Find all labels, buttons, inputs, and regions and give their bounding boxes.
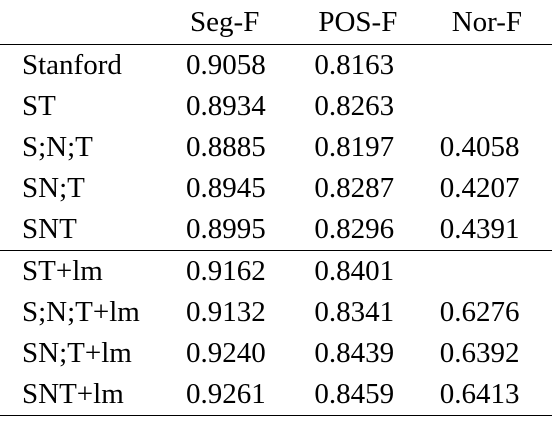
nor-f-value — [426, 45, 552, 87]
seg-f-value: 0.8995 — [186, 213, 266, 245]
seg-f-value: 0.8885 — [186, 131, 266, 163]
table-body: Stanford 0.9058 0.8163 ST 0.8934 0.8263 S;N;T 0… — [0, 45, 552, 416]
table-header-row: Seg-F POS-F Nor-F — [0, 0, 552, 45]
seg-f-value: 0.8945 — [186, 172, 266, 204]
row-label: S;N;T+lm — [22, 296, 140, 328]
table-row: ST+lm 0.9162 0.8401 — [0, 251, 552, 293]
nor-f-value — [426, 251, 552, 293]
pos-f-value: 0.8163 — [314, 49, 395, 81]
seg-f-value: 0.9132 — [186, 296, 266, 328]
row-label: SN;T — [22, 172, 85, 204]
pos-f-value: 0.8263 — [314, 90, 395, 122]
table-row: ST 0.8934 0.8263 — [0, 86, 552, 127]
table-row: S;N;T+lm 0.9132 0.8341 0.6276 — [0, 292, 552, 333]
seg-f-value: 0.8934 — [186, 90, 266, 122]
nor-f-value: 0.4207 — [439, 172, 520, 204]
pos-f-value: 0.8439 — [314, 337, 395, 369]
seg-f-value: 0.9261 — [186, 378, 266, 410]
header-seg-f: Seg-F — [190, 6, 260, 38]
row-label: Stanford — [22, 49, 122, 81]
row-label: SN;T+lm — [22, 337, 132, 369]
results-table: Seg-F POS-F Nor-F Stanford 0.9058 0.8163 ST… — [0, 0, 552, 416]
pos-f-value: 0.8197 — [314, 131, 395, 163]
nor-f-value — [426, 86, 552, 127]
pos-f-value: 0.8296 — [314, 213, 395, 245]
seg-f-value: 0.9240 — [186, 337, 266, 369]
nor-f-value: 0.6276 — [439, 296, 520, 328]
header-nor-f: Nor-F — [451, 6, 523, 38]
row-label: SNT — [22, 213, 77, 245]
table-row: Stanford 0.9058 0.8163 — [0, 45, 552, 87]
pos-f-value: 0.8287 — [314, 172, 395, 204]
table-row: SNT 0.8995 0.8296 0.4391 — [0, 209, 552, 251]
header-label-column — [0, 0, 170, 45]
row-label: ST+lm — [22, 255, 103, 287]
nor-f-value: 0.6392 — [439, 337, 520, 369]
seg-f-value: 0.9162 — [186, 255, 266, 287]
row-label: ST — [22, 90, 56, 122]
table-row: SNT+lm 0.9261 0.8459 0.6413 — [0, 374, 552, 416]
nor-f-value: 0.4058 — [439, 131, 520, 163]
table-row: SN;T+lm 0.9240 0.8439 0.6392 — [0, 333, 552, 374]
pos-f-value: 0.8341 — [314, 296, 395, 328]
seg-f-value: 0.9058 — [186, 49, 266, 81]
pos-f-value: 0.8401 — [314, 255, 395, 287]
row-label: S;N;T — [22, 131, 93, 163]
pos-f-value: 0.8459 — [314, 378, 395, 410]
nor-f-value: 0.4391 — [439, 213, 520, 245]
table-row: S;N;T 0.8885 0.8197 0.4058 — [0, 127, 552, 168]
row-label: SNT+lm — [22, 378, 124, 410]
header-pos-f: POS-F — [318, 6, 398, 38]
nor-f-value: 0.6413 — [439, 378, 520, 410]
table-row: SN;T 0.8945 0.8287 0.4207 — [0, 168, 552, 209]
